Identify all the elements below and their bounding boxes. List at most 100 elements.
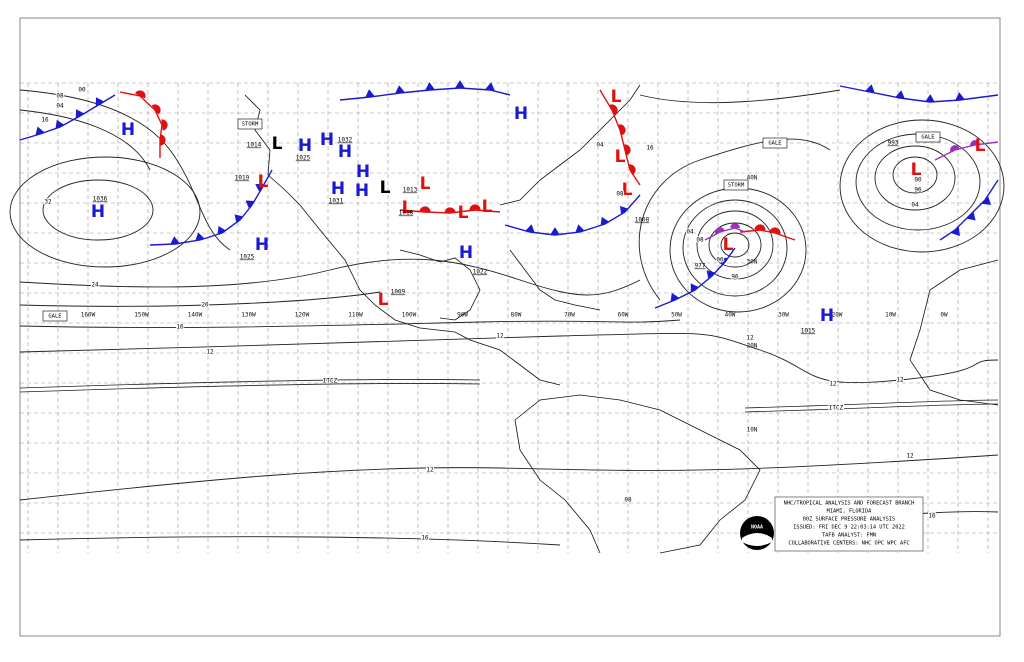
isobar-label: 08	[696, 237, 704, 244]
warning-label: GALE	[48, 314, 61, 320]
isobar-label: 12	[896, 377, 904, 384]
isobar-label: 24	[91, 282, 99, 289]
latitude-label: 20N	[747, 343, 758, 350]
pressure-center: L	[723, 235, 734, 255]
pressure-center: H	[331, 179, 345, 199]
pressure-center: L	[911, 160, 922, 180]
pressure-center: L	[975, 136, 986, 156]
isobar-label: 12	[426, 467, 434, 474]
central-pressure: 1014	[247, 142, 262, 149]
central-pressure: 1018	[399, 210, 414, 217]
fronts	[19, 80, 999, 309]
pressure-center: L	[622, 180, 633, 200]
longitude-label: 10W	[885, 312, 896, 319]
isobar-label: 96	[731, 274, 739, 281]
warning-label: GALE	[768, 141, 781, 147]
isobar-label: 16	[41, 117, 49, 124]
warning-box	[237, 118, 263, 130]
pressure-center: L	[258, 172, 269, 192]
pressure-center: H	[356, 162, 370, 182]
isobar-label: 96	[914, 187, 922, 194]
longitude-label: 0W	[940, 312, 948, 319]
longitude-label: 90W	[457, 312, 468, 319]
feature-label: ITCZ	[323, 378, 338, 385]
pressure-center: L	[458, 203, 469, 223]
pressure-center: L	[615, 147, 626, 167]
longitude-label: 30W	[778, 312, 789, 319]
title-block-box	[774, 496, 924, 552]
pressure-center: H	[338, 142, 352, 162]
isobar-label: 12	[206, 349, 214, 356]
coast	[244, 94, 561, 386]
longitude-label: 150W	[134, 312, 149, 319]
isobar-label: 16	[176, 324, 184, 331]
title-block-line: NHC/TROPICAL ANALYSIS AND FORECAST BRANC…	[784, 501, 915, 507]
pressure-center: H	[255, 235, 269, 255]
cold-front	[839, 84, 999, 103]
latitude-label: 30N	[747, 259, 758, 266]
coast	[399, 249, 481, 321]
pressure-center: L	[380, 178, 391, 198]
longitude-label: 100W	[402, 312, 417, 319]
longitude-label: 110W	[348, 312, 363, 319]
warning-box	[915, 131, 941, 143]
cold-front	[654, 247, 736, 309]
central-pressure: 1013	[403, 187, 418, 194]
warm-front	[599, 89, 641, 186]
isobar-label: 04	[686, 229, 694, 236]
central-pressure: 1036	[93, 196, 108, 203]
isobar-label: 00	[716, 257, 724, 264]
central-pressure: 1032	[338, 137, 353, 144]
cold-front	[19, 94, 116, 141]
central-pressure: 1022	[473, 269, 488, 276]
title-block-line: COLLABORATIVE CENTERS: NHC OPC WPC AFC	[788, 541, 909, 547]
pressure-center: L	[611, 87, 622, 107]
itcz	[19, 379, 999, 413]
title-block-line: 00Z SURFACE PRESSURE ANALYSIS	[803, 517, 895, 523]
pressure-center: H	[121, 120, 135, 140]
occluded-front	[704, 223, 746, 241]
title-block-line: ISSUED: FRI DEC 9 22:03:14 UTC 2022	[793, 525, 905, 531]
cold-front	[149, 169, 273, 246]
warning-label: STORM	[728, 183, 745, 189]
occluded-front	[934, 140, 999, 161]
pressure-center: L	[272, 134, 283, 154]
isobar-label: 12	[906, 453, 914, 460]
pressure-center: L	[420, 174, 431, 194]
isobar-label: 16	[928, 513, 936, 520]
pressure-center: H	[298, 136, 312, 156]
central-pressure: 1025	[296, 155, 311, 162]
central-pressure: 1015	[801, 328, 816, 335]
grid	[20, 82, 998, 553]
title-block-line: TAFB ANALYST: FMN	[822, 533, 876, 539]
isobar-label: 08	[56, 93, 64, 100]
warning-label: STORM	[242, 122, 259, 128]
warm-front	[739, 224, 796, 241]
coast	[514, 394, 761, 554]
isobar-label: 04	[596, 142, 604, 149]
pressure-center: H	[320, 130, 334, 150]
cold-front	[939, 179, 999, 241]
cold-front	[504, 194, 641, 236]
central-pressure: 1008	[635, 217, 650, 224]
pressure-center: H	[91, 202, 105, 222]
isobar-label: 32	[44, 199, 52, 206]
warning-box	[42, 310, 68, 322]
isobar-label: 04	[56, 103, 64, 110]
isobar-label: 16	[421, 535, 429, 542]
isobar-label: 00	[914, 177, 922, 184]
coast	[909, 259, 999, 406]
longitude-label: 40W	[725, 312, 736, 319]
central-pressure: 977	[695, 263, 706, 270]
logo-text: NOAA	[751, 525, 763, 531]
isobar-label: 12	[746, 335, 754, 342]
isobar-label: 04	[911, 202, 919, 209]
stationary-front	[399, 204, 501, 214]
pressure-center: H	[820, 306, 834, 326]
warning-label: GALE	[921, 135, 934, 141]
coast	[509, 249, 601, 311]
latitude-label: 10N	[747, 427, 758, 434]
isobar-label: 08	[624, 497, 632, 504]
isobar-label: 20	[201, 302, 209, 309]
